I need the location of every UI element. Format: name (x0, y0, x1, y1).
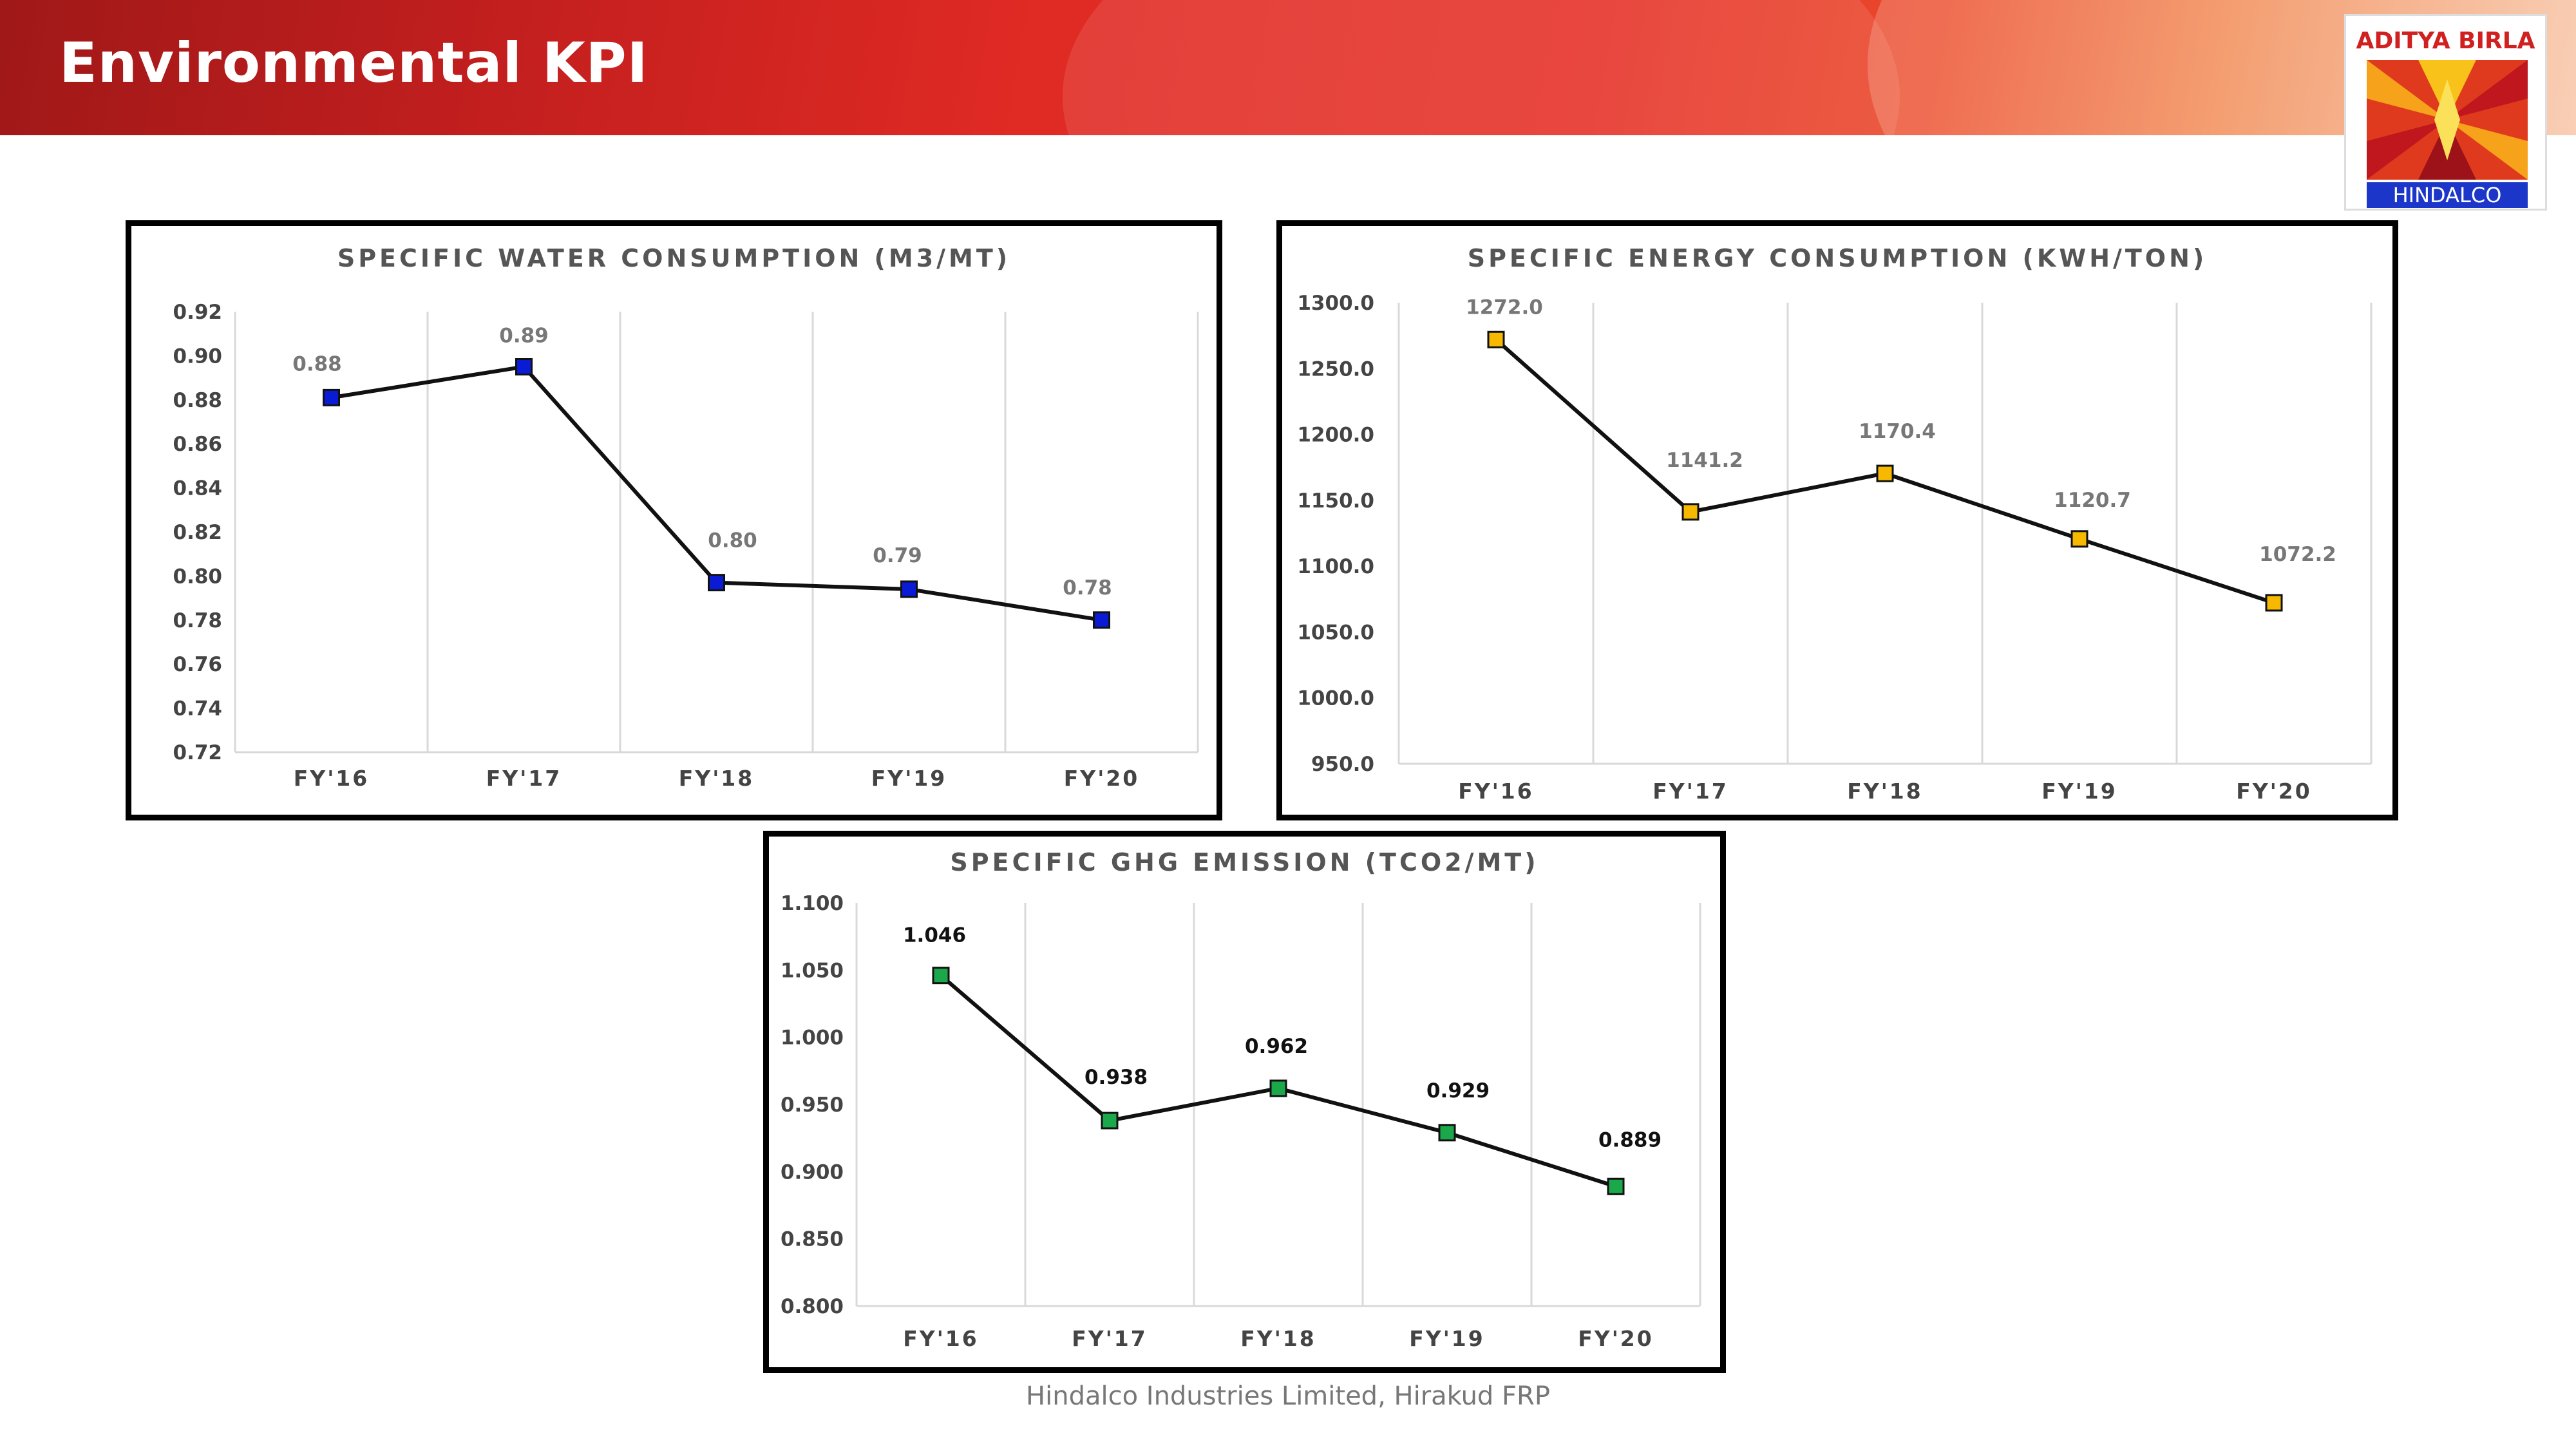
logo-top-text: ADITYA BIRLA (2356, 28, 2535, 54)
data-point (515, 358, 533, 375)
y-tick-label: 0.84 (173, 477, 223, 500)
x-tick-label: FY'18 (679, 766, 754, 791)
data-label: 1120.7 (2054, 489, 2131, 512)
y-tick-label: 0.850 (781, 1228, 844, 1251)
x-tick-label: FY'17 (1072, 1326, 1147, 1351)
y-tick-label: 950.0 (1311, 753, 1374, 776)
y-tick-label: 0.950 (781, 1094, 844, 1117)
chart-title: SPECIFIC WATER CONSUMPTION (M3/MT) (337, 244, 1010, 272)
data-point (2265, 594, 2283, 612)
y-tick-label: 0.900 (781, 1160, 844, 1184)
y-tick-label: 0.72 (173, 741, 223, 764)
data-label: 0.889 (1598, 1128, 1662, 1151)
ghg-chart-panel: SPECIFIC GHG EMISSION (TCO2/MT) 1.100 1.05… (763, 831, 1726, 1373)
y-tick-label: 1300.0 (1297, 292, 1374, 315)
y-tick-label: 0.90 (173, 345, 223, 368)
data-label: 1272.0 (1466, 296, 1543, 319)
data-point (1269, 1079, 1287, 1097)
y-tick-label: 0.82 (173, 521, 223, 544)
y-tick-label: 1150.0 (1297, 489, 1374, 513)
data-point (2070, 530, 2088, 548)
x-tick-label: FY'20 (1578, 1326, 1653, 1351)
data-label: 0.962 (1245, 1035, 1308, 1058)
y-tick-label: 0.92 (173, 301, 223, 324)
logo-bottom-text: HINDALCO (2367, 182, 2528, 208)
data-label: 0.89 (499, 325, 549, 348)
data-point (1438, 1124, 1456, 1142)
data-point (1101, 1112, 1119, 1130)
y-tick-label: 1050.0 (1297, 621, 1374, 644)
chart-title: SPECIFIC ENERGY CONSUMPTION (KWH/TON) (1468, 244, 2208, 272)
x-tick-label: FY'19 (1409, 1326, 1484, 1351)
data-label: 0.938 (1084, 1066, 1148, 1089)
data-label: 1141.2 (1666, 449, 1743, 472)
chart-svg: SPECIFIC ENERGY CONSUMPTION (KWH/TON) 130… (1297, 244, 2372, 804)
x-tick-label: FY'16 (1458, 779, 1533, 804)
data-point (900, 580, 918, 598)
data-point (323, 388, 340, 406)
y-tick-label: 1000.0 (1297, 687, 1374, 710)
data-point (1093, 611, 1110, 629)
x-tick-label: FY'20 (1064, 766, 1139, 791)
data-label: 0.88 (292, 352, 342, 375)
data-label: 1170.4 (1859, 420, 1936, 443)
chart-svg: SPECIFIC GHG EMISSION (TCO2/MT) 1.100 1.05… (781, 848, 1701, 1351)
y-tick-label: 0.76 (173, 653, 223, 676)
x-tick-label: FY'18 (1240, 1326, 1316, 1351)
y-tick-label: 0.78 (173, 609, 223, 632)
banner-decoration (1063, 0, 1900, 135)
data-point (708, 574, 725, 592)
y-tick-label: 0.80 (173, 565, 223, 588)
x-tick-label: FY'20 (2236, 779, 2311, 804)
logo-sun-icon (2367, 60, 2528, 180)
data-point (1487, 330, 1505, 348)
data-point (1681, 503, 1700, 521)
data-label: 0.78 (1063, 576, 1112, 600)
y-tick-label: 1250.0 (1297, 357, 1374, 381)
y-tick-label: 0.74 (173, 697, 223, 721)
header-banner (0, 0, 2576, 135)
y-tick-label: 1.000 (781, 1027, 844, 1050)
y-tick-label: 1.050 (781, 959, 844, 982)
company-logo: ADITYA BIRLA HINDALCO (2344, 14, 2547, 211)
y-tick-label: 1100.0 (1297, 555, 1374, 578)
y-tick-label: 0.86 (173, 433, 223, 456)
data-point (1607, 1177, 1625, 1195)
data-point (932, 967, 950, 985)
data-label: 0.80 (708, 529, 757, 553)
data-label: 0.929 (1426, 1079, 1490, 1103)
footer-text: Hindalco Industries Limited, Hirakud FRP (1026, 1381, 1550, 1411)
chart-title: SPECIFIC GHG EMISSION (TCO2/MT) (950, 848, 1539, 876)
chart-svg: SPECIFIC WATER CONSUMPTION (M3/MT) 0.92 0.… (173, 244, 1199, 791)
y-tick-label: 0.88 (173, 389, 223, 412)
data-label: 1072.2 (2259, 543, 2336, 566)
x-tick-label: FY'16 (903, 1326, 978, 1351)
x-tick-label: FY'17 (486, 766, 562, 791)
data-point (1876, 464, 1894, 482)
energy-chart-panel: SPECIFIC ENERGY CONSUMPTION (KWH/TON) 130… (1276, 220, 2398, 820)
water-chart-panel: SPECIFIC WATER CONSUMPTION (M3/MT) 0.92 0.… (126, 220, 1222, 820)
x-tick-label: FY'19 (2041, 779, 2117, 804)
x-tick-label: FY'19 (871, 766, 947, 791)
x-tick-label: FY'17 (1653, 779, 1728, 804)
data-label: 0.79 (873, 544, 922, 567)
x-tick-label: FY'16 (294, 766, 369, 791)
page-title: Environmental KPI (59, 31, 649, 95)
data-label: 1.046 (903, 924, 966, 947)
y-tick-label: 1.100 (781, 892, 844, 915)
y-tick-label: 1200.0 (1297, 424, 1374, 447)
y-tick-label: 0.800 (781, 1295, 844, 1318)
x-tick-label: FY'18 (1847, 779, 1922, 804)
